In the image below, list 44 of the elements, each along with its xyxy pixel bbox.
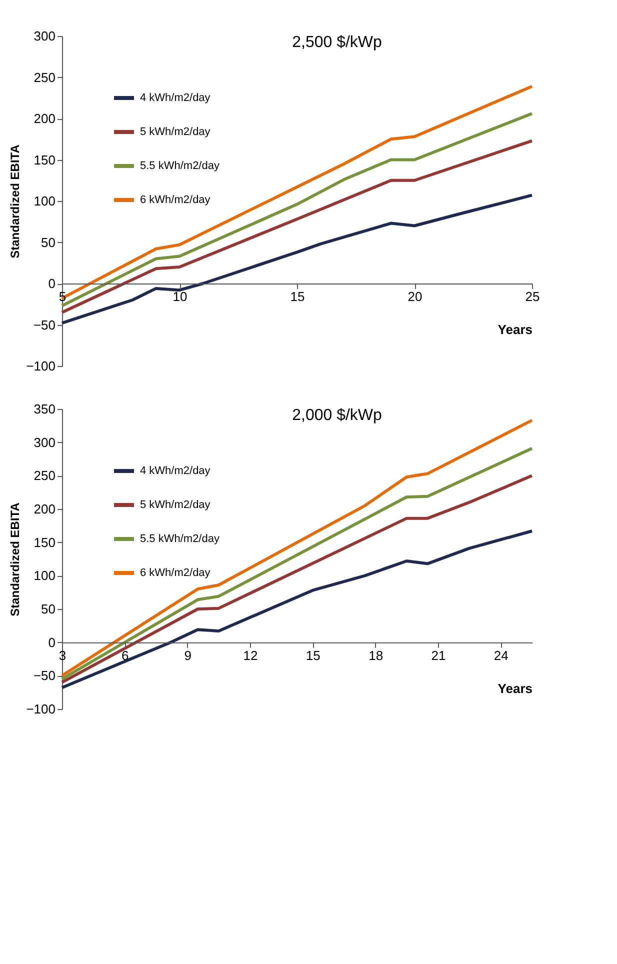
y-tick-label: 250 bbox=[34, 70, 56, 85]
chart-title: 2,500 $/kWp bbox=[292, 34, 382, 51]
legend-label: 4 kWh/m2/day bbox=[140, 465, 211, 477]
y-tick-label: 300 bbox=[34, 28, 56, 44]
legend-label: 5.5 kWh/m2/day bbox=[140, 533, 220, 545]
y-axis-title: Standardized EBITA bbox=[8, 502, 22, 616]
y-tick-label: 0 bbox=[48, 276, 56, 291]
x-axis-title: Years bbox=[498, 322, 532, 337]
chart-title: 2,000 $/kWp bbox=[292, 407, 382, 424]
x-tick-label: 15 bbox=[290, 289, 305, 304]
x-tick-label: 18 bbox=[368, 648, 384, 663]
y-tick-label: 150 bbox=[34, 152, 56, 168]
y-tick-label: 150 bbox=[34, 534, 56, 550]
legend-label: 4 kWh/m2/day bbox=[140, 92, 211, 104]
y-tick-label: 300 bbox=[34, 434, 56, 450]
legend-label: 5.5 kWh/m2/day bbox=[140, 160, 220, 172]
x-tick-label: 12 bbox=[243, 648, 258, 663]
y-tick-label: −100 bbox=[26, 702, 56, 716]
x-axis-title: Years bbox=[498, 680, 532, 696]
x-tick-label: 21 bbox=[431, 648, 446, 663]
y-tick-label: 100 bbox=[34, 568, 56, 584]
legend-label: 5 kWh/m2/day bbox=[140, 499, 211, 511]
legend-label: 6 kWh/m2/day bbox=[140, 567, 211, 579]
x-tick-label: 20 bbox=[408, 289, 422, 304]
x-tick-label: 9 bbox=[184, 648, 192, 663]
y-tick-label: 100 bbox=[34, 194, 56, 208]
x-tick-label: 25 bbox=[525, 289, 540, 304]
y-tick-label: −50 bbox=[33, 668, 56, 684]
y-tick-label: 50 bbox=[41, 602, 56, 616]
y-tick-label: 200 bbox=[34, 111, 56, 126]
x-tick-label: 15 bbox=[306, 648, 320, 663]
y-tick-label: 200 bbox=[34, 502, 56, 516]
x-tick-label: 24 bbox=[494, 648, 508, 663]
y-tick-label: 250 bbox=[34, 468, 56, 484]
y-tick-label: 0 bbox=[48, 634, 56, 650]
y-tick-label: −100 bbox=[26, 358, 56, 374]
legend-label: 6 kWh/m2/day bbox=[140, 194, 211, 206]
x-tick-label: 10 bbox=[172, 289, 188, 304]
x-tick-label: 6 bbox=[122, 648, 129, 663]
y-axis-title: Standardized EBITA bbox=[8, 144, 22, 258]
y-tick-label: −50 bbox=[33, 317, 56, 332]
y-tick-label: 50 bbox=[41, 234, 56, 250]
legend-label: 5 kWh/m2/day bbox=[140, 126, 211, 138]
y-tick-label: 350 bbox=[34, 402, 56, 416]
